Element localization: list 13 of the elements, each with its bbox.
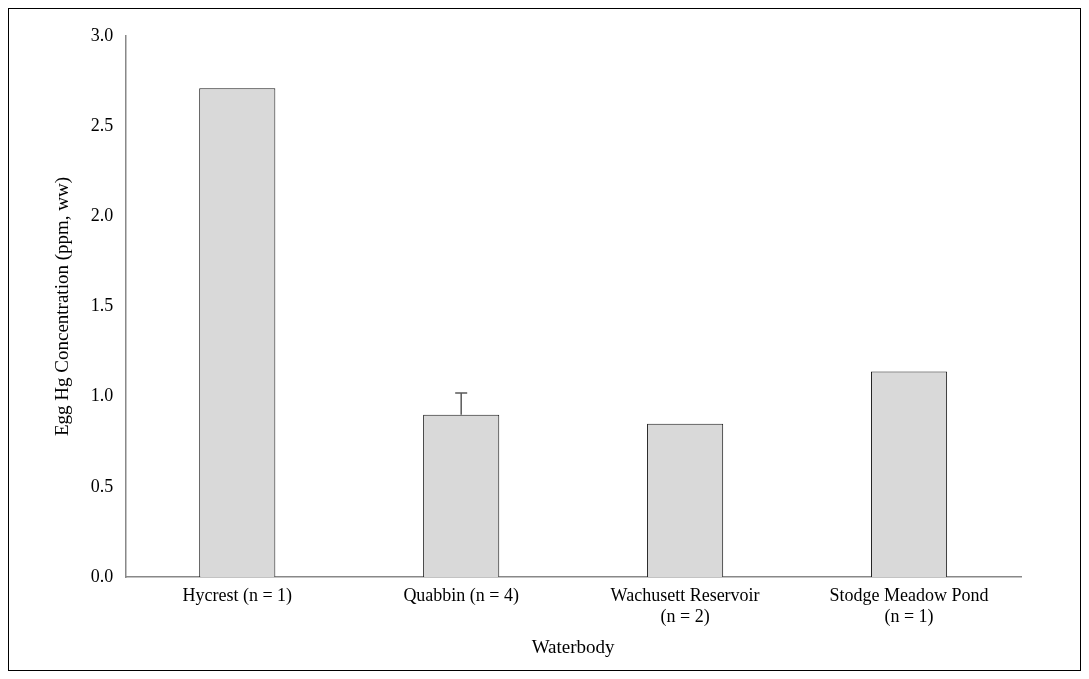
y-tick-label: 0.5 (90, 475, 114, 496)
y-tick-label: 1.5 (90, 295, 114, 316)
y-axis-title: Egg Hg Concentration (ppm, ww) (51, 176, 74, 437)
y-tick-label: 0.0 (90, 565, 114, 586)
x-tick-label: Quabbin (n = 4) (403, 584, 520, 606)
y-tick-label: 2.5 (90, 114, 114, 135)
y-tick-label: 2.0 (90, 205, 114, 226)
x-tick-label: Stodge Meadow Pond (n = 1) (829, 584, 989, 628)
x-axis-title: Waterbody (531, 635, 616, 657)
x-tick-label: Wachusett Reservoir (n = 2) (610, 584, 760, 628)
x-tick-label: Hycrest (n = 1) (182, 584, 293, 606)
y-tick-label: 3.0 (90, 24, 114, 45)
y-tick-label: 1.0 (90, 385, 114, 406)
